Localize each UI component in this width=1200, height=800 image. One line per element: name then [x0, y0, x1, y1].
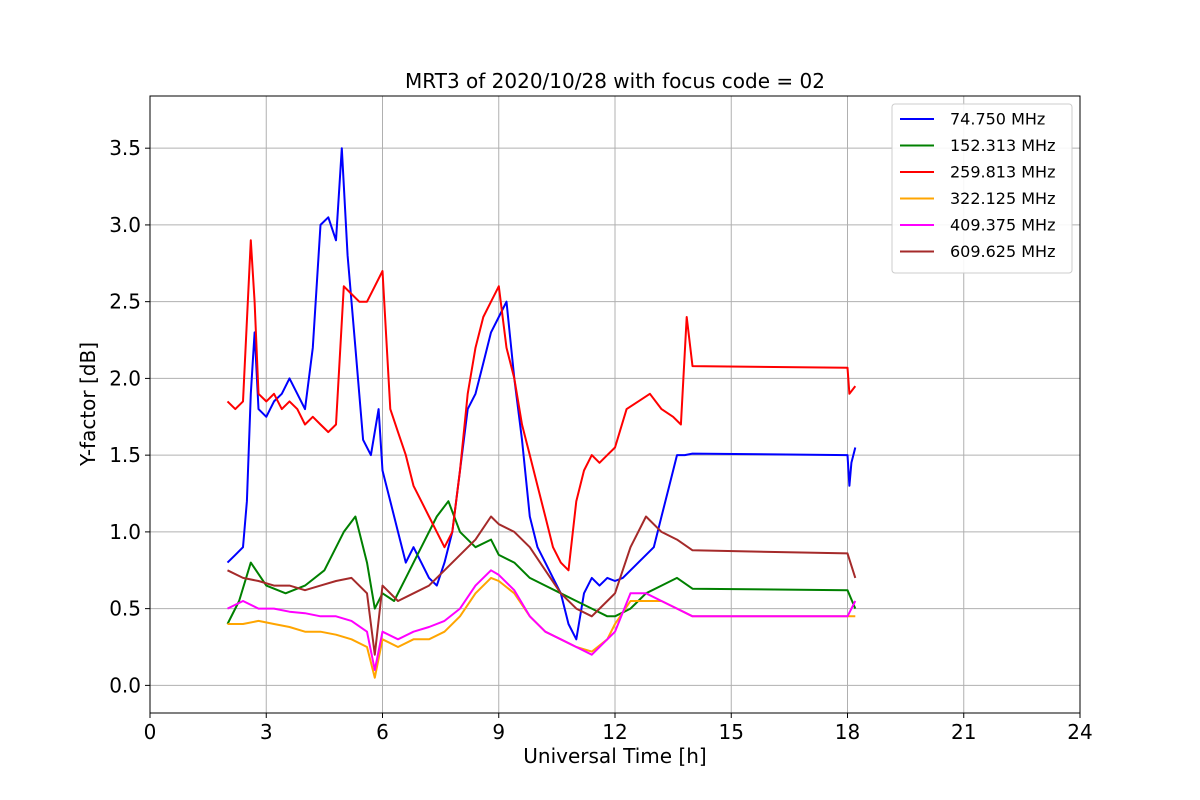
series-line-3: [227, 576, 856, 679]
axis-ticks: 0 3 6 9 12 15 18 21 24 0.0 0.5 1.0 1.5 2.0 2.5 3.0 3.5: [109, 136, 1093, 744]
legend: 74.750 MHz 152.313 MHz 259.813 MHz 322.125 …: [891, 103, 1073, 274]
y-axis-label: Y-factor [dB]: [76, 342, 100, 467]
legend-label: 152.313 MHz: [950, 136, 1055, 155]
y-tick-label: 1.5: [109, 443, 141, 467]
y-tick-label: 3.5: [109, 136, 141, 160]
legend-label: 74.750 MHz: [950, 110, 1045, 129]
x-tick-label: 3: [260, 720, 273, 744]
x-tick-label: 24: [1067, 720, 1092, 744]
y-tick-label: 2.0: [109, 366, 141, 390]
x-tick-label: 18: [835, 720, 860, 744]
y-tick-label: 0.0: [109, 673, 141, 697]
plot-series: [226, 147, 857, 679]
legend-label: 259.813 MHz: [950, 163, 1055, 182]
x-tick-label: 15: [719, 720, 744, 744]
x-tick-label: 9: [492, 720, 505, 744]
series-line-5: [227, 515, 857, 656]
x-tick-label: 21: [951, 720, 976, 744]
series-line-1: [226, 500, 857, 625]
legend-label: 609.625 MHz: [950, 242, 1055, 261]
y-tick-label: 2.5: [109, 290, 141, 314]
legend-label: 409.375 MHz: [950, 216, 1055, 235]
chart-title: MRT3 of 2020/10/28 with focus code = 02: [405, 69, 825, 93]
y-tick-label: 0.5: [109, 597, 141, 621]
y-tick-label: 3.0: [109, 213, 141, 237]
legend-box: [891, 103, 1073, 274]
legend-label: 322.125 MHz: [950, 189, 1055, 208]
x-tick-label: 0: [144, 720, 157, 744]
x-tick-label: 12: [602, 720, 627, 744]
series-line-2: [226, 239, 857, 572]
x-tick-label: 6: [376, 720, 389, 744]
x-axis-label: Universal Time [h]: [523, 744, 706, 768]
y-tick-label: 1.0: [109, 520, 141, 544]
series-line-4: [227, 569, 857, 671]
